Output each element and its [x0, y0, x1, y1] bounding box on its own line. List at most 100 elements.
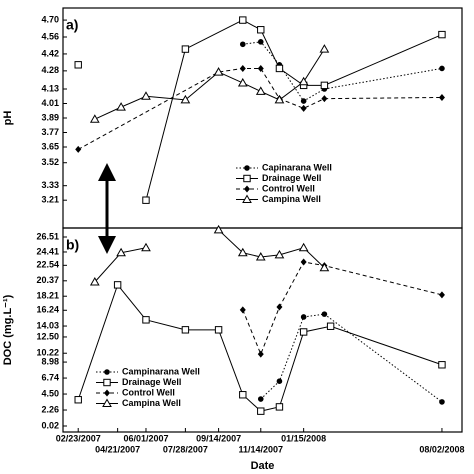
x-tick-label: 11/14/2007	[238, 444, 283, 454]
legend-marker	[243, 174, 251, 183]
y-tick-label: 6.74	[41, 372, 59, 382]
marker-circle	[257, 39, 264, 45]
marker-triangle	[298, 242, 309, 252]
x-tick-label: 04/21/2007	[95, 444, 140, 454]
marker-diamond	[321, 95, 328, 103]
y-tick-label: 14.03	[36, 320, 59, 330]
marker-triangle	[141, 242, 151, 252]
marker-triangle	[213, 67, 224, 76]
marker-square	[257, 407, 265, 415]
y-tick-label: 3.65	[41, 141, 59, 151]
legend-label: Campinarana Well	[122, 366, 200, 376]
marker-square	[142, 196, 150, 204]
marker-diamond	[300, 258, 307, 266]
legend-marker	[104, 369, 110, 375]
marker-triangle	[237, 247, 248, 257]
y-tick-label: 24.41	[36, 246, 59, 256]
y-tick-label: 20.37	[36, 275, 59, 285]
marker-circle	[276, 378, 283, 384]
legend-label: Drainage Well	[122, 377, 181, 387]
series-line	[218, 229, 325, 269]
marker-triangle	[274, 94, 285, 104]
marker-triangle	[274, 249, 285, 259]
marker-square	[299, 328, 308, 336]
marker-triangle	[255, 86, 266, 95]
y-tick-label: 22.54	[36, 260, 59, 270]
legend-label: Control Well	[122, 387, 175, 397]
marker-square	[113, 281, 122, 289]
marker-circle	[321, 311, 328, 317]
marker-diamond	[300, 104, 307, 112]
y-tick-label: 3.89	[41, 112, 59, 122]
y-tick-label: 26.51	[36, 231, 59, 241]
y-tick-label: 3.21	[41, 195, 59, 205]
y-tick-label: 10.22	[36, 348, 59, 358]
x-tick-label: 07/28/2007	[163, 444, 208, 454]
marker-triangle	[116, 247, 126, 257]
legend-label: Capinarana Well	[262, 162, 332, 172]
marker-square	[257, 26, 265, 34]
y-tick-label: 4.70	[41, 14, 59, 24]
marker-diamond	[276, 303, 283, 311]
marker-triangle	[319, 262, 330, 272]
marker-triangle	[180, 94, 191, 104]
y-tick-label: 4.42	[41, 48, 59, 58]
series-line	[94, 48, 325, 120]
x-tick-label: 09/14/2007	[196, 433, 241, 443]
y-tick-label: 4.50	[41, 388, 59, 398]
x-tick-label: 01/15/2008	[281, 433, 326, 443]
x-tick-label: 06/01/2007	[123, 433, 168, 443]
marker-circle	[300, 314, 307, 320]
marker-diamond	[75, 145, 82, 153]
x-tick-label: 02/23/2007	[56, 433, 101, 443]
marker-square	[142, 316, 150, 324]
marker-triangle	[89, 114, 100, 123]
y-tick-label: 4.56	[41, 31, 59, 41]
marker-square	[438, 361, 446, 369]
legend-label: Drainage Well	[262, 173, 321, 183]
legend-label: Campina Well	[122, 398, 181, 408]
marker-square	[275, 403, 284, 411]
legend-label: Control Well	[262, 183, 315, 193]
plot-frame	[62, 227, 463, 433]
y-axis-label: DOC (mg.L⁻¹)	[2, 294, 14, 365]
marker-triangle	[89, 277, 100, 286]
series-line	[242, 41, 443, 102]
marker-square	[74, 396, 82, 404]
series-line	[242, 261, 443, 356]
marker-square	[239, 391, 247, 399]
marker-triangle	[213, 224, 224, 234]
marker-square	[181, 326, 190, 334]
panel-label: a)	[66, 17, 78, 33]
legend-marker	[242, 194, 252, 203]
marker-circle	[257, 396, 264, 402]
marker-circle	[439, 65, 445, 72]
y-tick-label: 2.26	[41, 404, 59, 414]
marker-triangle	[255, 252, 266, 261]
marker-triangle	[237, 77, 248, 87]
marker-triangle	[298, 76, 309, 86]
legend-marker	[244, 185, 250, 193]
marker-triangle	[116, 102, 126, 111]
marker-diamond	[257, 64, 264, 72]
panel-label: b)	[66, 237, 79, 253]
marker-square	[438, 30, 446, 39]
y-tick-label: 3.33	[41, 180, 59, 190]
y-tick-label: 18.21	[36, 291, 59, 301]
x-axis-label: Date	[251, 460, 275, 472]
legend-marker	[104, 389, 110, 397]
legend-marker	[244, 165, 250, 171]
marker-diamond	[257, 350, 264, 358]
marker-square	[214, 326, 223, 334]
legend-marker	[103, 378, 111, 387]
marker-triangle	[141, 91, 151, 100]
marker-square	[320, 81, 329, 90]
y-tick-label: 8.98	[41, 356, 59, 366]
marker-square	[326, 322, 335, 330]
y-tick-label: 4.28	[41, 65, 59, 75]
marker-diamond	[438, 291, 445, 299]
marker-square	[181, 45, 190, 53]
legend-marker	[102, 398, 112, 407]
y-tick-label: 0.02	[41, 420, 59, 430]
marker-square	[74, 61, 82, 69]
